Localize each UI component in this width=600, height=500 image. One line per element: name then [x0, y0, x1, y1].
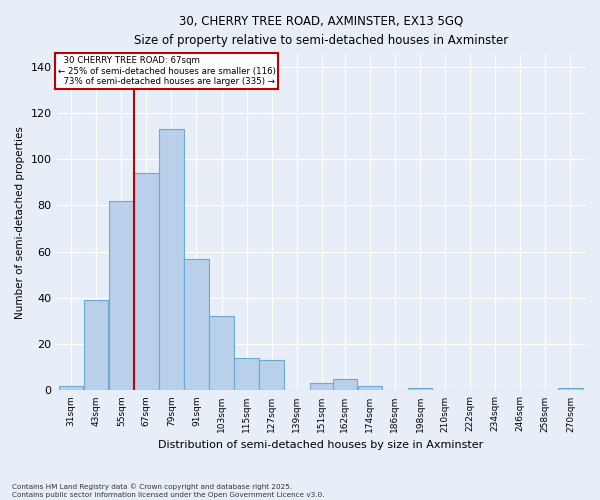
Bar — [84, 300, 109, 390]
Bar — [109, 201, 134, 390]
Text: 30 CHERRY TREE ROAD: 67sqm
← 25% of semi-detached houses are smaller (116)
  73%: 30 CHERRY TREE ROAD: 67sqm ← 25% of semi… — [58, 56, 275, 86]
Title: 30, CHERRY TREE ROAD, AXMINSTER, EX13 5GQ
Size of property relative to semi-deta: 30, CHERRY TREE ROAD, AXMINSTER, EX13 5G… — [134, 15, 508, 47]
Bar — [558, 388, 583, 390]
Text: Contains HM Land Registry data © Crown copyright and database right 2025.
Contai: Contains HM Land Registry data © Crown c… — [12, 483, 325, 498]
Bar — [59, 386, 83, 390]
Bar — [159, 129, 184, 390]
Bar — [408, 388, 432, 390]
Bar — [332, 379, 357, 390]
Bar — [259, 360, 284, 390]
Bar — [358, 386, 382, 390]
Bar — [310, 384, 334, 390]
Bar — [209, 316, 234, 390]
Bar — [134, 173, 158, 390]
Bar — [184, 258, 209, 390]
X-axis label: Distribution of semi-detached houses by size in Axminster: Distribution of semi-detached houses by … — [158, 440, 484, 450]
Y-axis label: Number of semi-detached properties: Number of semi-detached properties — [15, 126, 25, 319]
Bar — [235, 358, 259, 390]
